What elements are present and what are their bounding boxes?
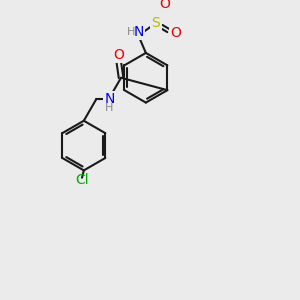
Text: N: N [133, 25, 144, 39]
Text: N: N [104, 92, 115, 106]
Text: S: S [152, 16, 160, 30]
Text: O: O [113, 48, 124, 62]
Text: O: O [170, 26, 181, 40]
Text: O: O [160, 0, 170, 11]
Text: H: H [105, 103, 114, 113]
Text: H: H [127, 27, 135, 37]
Text: Cl: Cl [75, 172, 89, 187]
